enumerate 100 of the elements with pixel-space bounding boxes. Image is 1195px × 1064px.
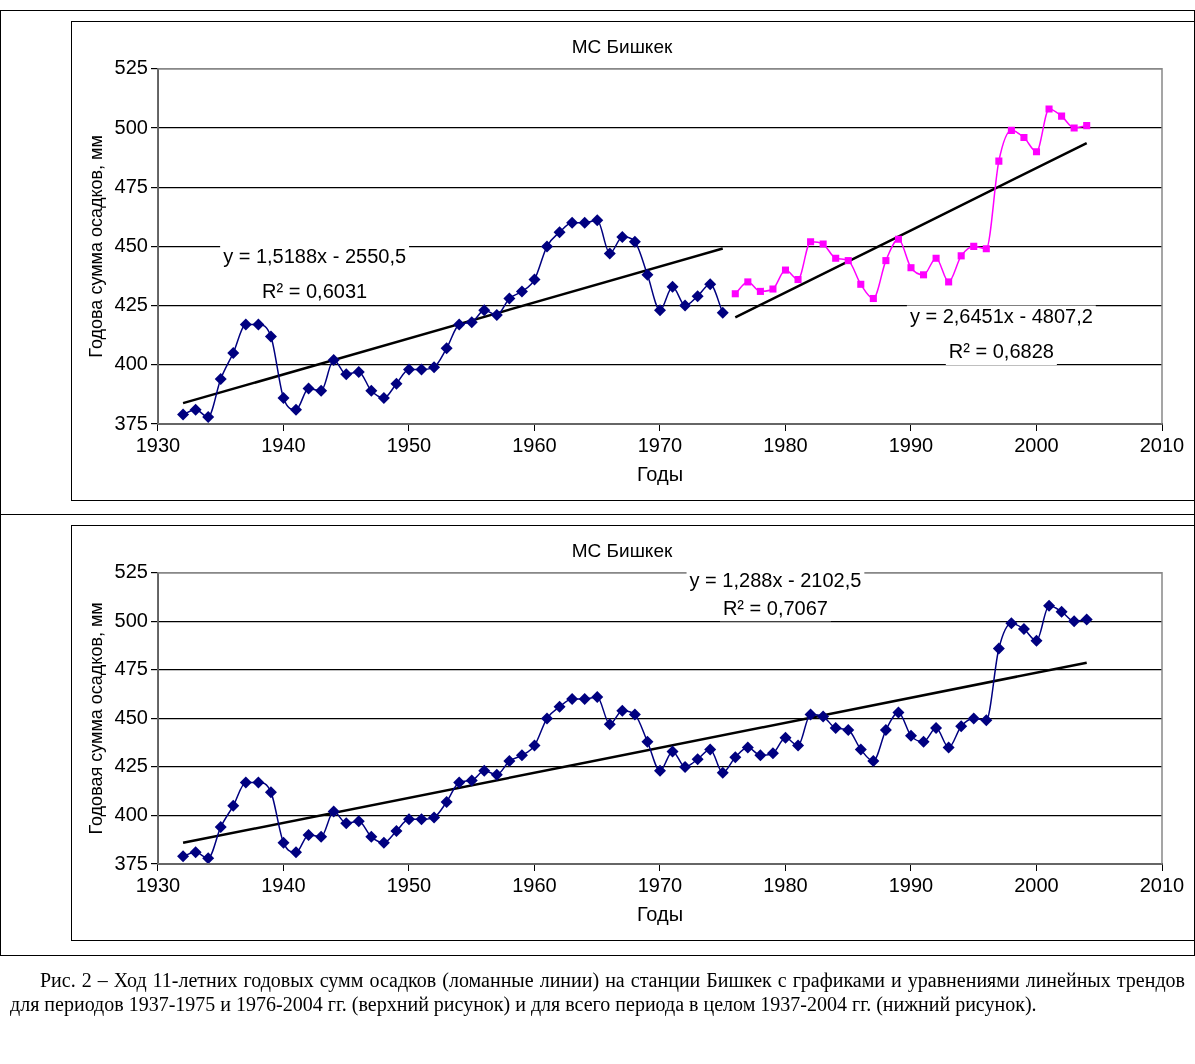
- point: [541, 240, 554, 253]
- x-tick-label: 1970: [637, 433, 683, 456]
- point: [490, 309, 503, 322]
- point: [1007, 126, 1015, 134]
- point: [1032, 148, 1041, 156]
- x-tick-label: 1980: [763, 873, 808, 896]
- point: [819, 240, 827, 248]
- x-tick-label: 1990: [888, 873, 934, 896]
- y-axis-title: Годова сумма осадков, мм: [85, 135, 106, 358]
- point: [478, 304, 491, 317]
- x-tick-label: 1960: [512, 873, 557, 896]
- point: [641, 268, 654, 281]
- y-axis-title: Годовая сумма осадков, мм: [85, 602, 106, 835]
- point: [995, 157, 1003, 165]
- x-tick-label: 2010: [1139, 873, 1185, 896]
- point: [352, 365, 365, 378]
- y-tick-label: 400: [114, 802, 148, 825]
- point: [277, 391, 290, 404]
- y-tick-label: 450: [114, 233, 148, 256]
- x-tick-label: 1930: [135, 433, 181, 456]
- point: [252, 318, 265, 331]
- point: [302, 382, 315, 395]
- point: [465, 316, 478, 329]
- point: [807, 238, 815, 246]
- point: [756, 287, 764, 295]
- point: [731, 290, 739, 298]
- y-tick-label: 525: [114, 56, 148, 79]
- point: [290, 403, 303, 416]
- point: [832, 254, 840, 262]
- point: [377, 391, 390, 404]
- y-tick-label: 375: [114, 411, 148, 434]
- point: [869, 294, 877, 303]
- point: [227, 346, 240, 359]
- annotation: y = 1,5188x - 2550,5: [223, 244, 407, 267]
- point: [666, 280, 679, 293]
- x-tick-label: 1960: [512, 433, 557, 456]
- x-tick-label: 1990: [888, 433, 934, 456]
- x-tick-label: 1980: [763, 433, 808, 456]
- y-tick-label: 500: [114, 608, 148, 631]
- point: [932, 254, 940, 262]
- annotation: y = 1,288x - 2102,5: [689, 569, 862, 592]
- y-tick-label: 400: [114, 352, 148, 375]
- x-axis-title: Годы: [636, 902, 684, 925]
- x-tick-label: 2010: [1139, 433, 1185, 456]
- point: [1058, 112, 1066, 120]
- x-tick-label: 1930: [135, 873, 181, 896]
- point: [844, 257, 852, 265]
- point: [744, 278, 752, 286]
- point: [528, 273, 541, 286]
- point: [239, 318, 252, 331]
- x-tick-label: 1940: [261, 433, 306, 456]
- point: [857, 280, 865, 288]
- y-tick-label: 475: [114, 174, 148, 197]
- point: [315, 384, 328, 397]
- y-tick-label: 525: [114, 560, 148, 583]
- point: [1020, 133, 1028, 142]
- point: [970, 242, 978, 250]
- point: [553, 226, 566, 239]
- point: [982, 245, 990, 253]
- text: Рис. 2 – Ход 11-летних годовых сумм осадков (ломанные линии) на станции Бишкек с графиками и уравнениями линейных трендов для периодов 1937-1975 и 1976-2004 гг. (верхний рисунок) и для всего периода в целом 1937-2004 гг. (нижний рисунок).: [10, 968, 1185, 1016]
- point: [515, 285, 528, 298]
- point: [1045, 105, 1053, 113]
- y-tick-label: 425: [114, 293, 148, 316]
- point: [1083, 122, 1091, 130]
- point: [704, 278, 717, 291]
- x-tick-label: 1950: [386, 873, 432, 896]
- point: [428, 361, 441, 374]
- y-tick-label: 475: [114, 657, 148, 680]
- point: [691, 290, 704, 303]
- y-tick-label: 425: [114, 754, 148, 777]
- point: [453, 318, 466, 331]
- point: [616, 230, 629, 243]
- x-tick-label: 1970: [637, 873, 683, 896]
- point: [340, 368, 353, 381]
- point: [415, 363, 428, 376]
- y-tick-label: 375: [114, 851, 148, 874]
- chart-title: МС Бишкек: [571, 35, 673, 57]
- point: [214, 373, 227, 386]
- point: [591, 214, 604, 227]
- point: [794, 276, 802, 284]
- x-tick-label: 1950: [386, 433, 432, 456]
- point: [177, 408, 190, 421]
- point: [894, 235, 902, 243]
- point: [603, 247, 616, 260]
- point: [769, 285, 777, 293]
- point: [882, 257, 890, 265]
- annotation: R² = 0,6031: [262, 280, 368, 303]
- point: [1070, 124, 1078, 132]
- annotation: R² = 0,7067: [722, 596, 828, 619]
- point: [189, 403, 202, 416]
- point: [390, 377, 403, 390]
- x-tick-label: 1940: [261, 873, 306, 896]
- point: [945, 278, 953, 286]
- point: [365, 384, 378, 397]
- point: [566, 216, 579, 229]
- x-axis-title: Годы: [636, 462, 684, 485]
- point: [264, 330, 277, 343]
- y-tick-label: 500: [114, 115, 148, 138]
- x-tick-label: 2000: [1014, 433, 1059, 456]
- point: [327, 354, 340, 367]
